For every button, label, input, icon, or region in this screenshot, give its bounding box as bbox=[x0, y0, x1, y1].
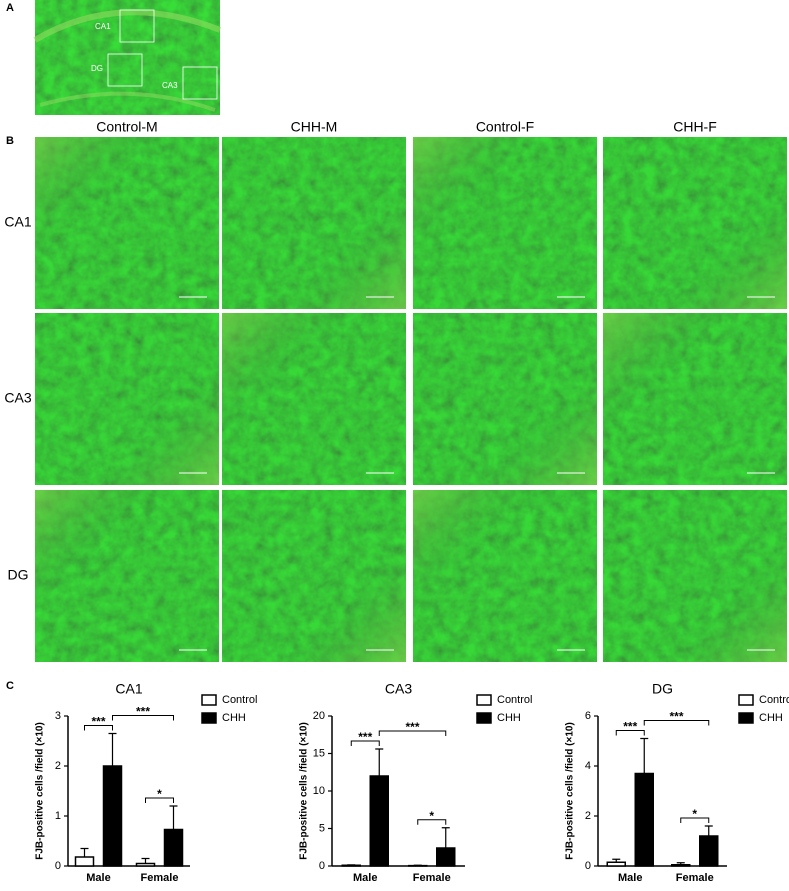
row-label: CA1 bbox=[4, 214, 31, 230]
y-tick-label: 15 bbox=[313, 747, 325, 759]
significance-label: *** bbox=[623, 720, 637, 734]
error-bar bbox=[170, 806, 178, 830]
region-label: DG bbox=[91, 64, 103, 73]
bar bbox=[607, 862, 625, 866]
x-tick-label: Male bbox=[353, 872, 377, 884]
error-bar bbox=[442, 828, 450, 848]
bar bbox=[635, 774, 653, 867]
significance-label: * bbox=[429, 809, 434, 823]
y-axis-label: FJB-positive cells /field (×10) bbox=[299, 722, 310, 860]
y-tick-label: 2 bbox=[55, 760, 61, 772]
y-tick-label: 10 bbox=[313, 785, 325, 797]
column-header: Control-M bbox=[96, 119, 157, 135]
column-header: Control-F bbox=[476, 119, 534, 135]
error-bar bbox=[81, 849, 89, 858]
legend-swatch bbox=[202, 713, 216, 723]
legend-swatch bbox=[477, 713, 491, 723]
legend-label: Control bbox=[497, 694, 532, 706]
chart-title: DG bbox=[652, 681, 673, 697]
x-tick-label: Female bbox=[676, 872, 714, 884]
bright-region bbox=[35, 490, 219, 662]
y-axis-label: FJB-positive cells /field (×10) bbox=[35, 722, 46, 860]
significance-label: *** bbox=[91, 715, 105, 729]
bar bbox=[104, 766, 122, 866]
significance-label: *** bbox=[669, 710, 683, 724]
y-tick-label: 0 bbox=[319, 860, 325, 872]
significance-label: *** bbox=[136, 705, 150, 719]
y-tick-label: 0 bbox=[55, 860, 61, 872]
legend-label: Control bbox=[759, 694, 789, 706]
y-tick-label: 6 bbox=[585, 710, 591, 722]
legend-label: CHH bbox=[759, 712, 783, 724]
error-bar bbox=[109, 734, 117, 767]
bright-region bbox=[413, 137, 597, 309]
bright-region bbox=[603, 490, 787, 662]
bar bbox=[370, 776, 388, 866]
bright-region bbox=[35, 313, 219, 485]
row-label: DG bbox=[8, 567, 29, 583]
micrograph-grid: Control-M CHH-M Control-F CHH-F CA1 CA3 DG bbox=[4, 119, 787, 662]
y-tick-label: 0 bbox=[585, 860, 591, 872]
bright-region bbox=[35, 137, 219, 309]
legend-label: Control bbox=[222, 694, 257, 706]
y-tick-label: 4 bbox=[585, 760, 591, 772]
x-tick-label: Male bbox=[618, 872, 642, 884]
x-tick-label: Male bbox=[86, 872, 110, 884]
significance-label: * bbox=[692, 807, 697, 821]
error-bar bbox=[705, 826, 713, 836]
overview-image: CA1 DG CA3 bbox=[35, 0, 220, 115]
bright-region bbox=[222, 137, 406, 309]
chart-title: CA3 bbox=[385, 681, 412, 697]
legend-swatch bbox=[739, 713, 753, 723]
legend-swatch bbox=[202, 695, 216, 705]
bright-region bbox=[413, 490, 597, 662]
error-bar bbox=[640, 739, 648, 774]
y-tick-label: 3 bbox=[55, 710, 61, 722]
y-tick-label: 2 bbox=[585, 810, 591, 822]
y-axis-label: FJB-positive cells /field (×10) bbox=[565, 722, 576, 860]
column-header: CHH-M bbox=[291, 119, 338, 135]
significance-label: *** bbox=[358, 730, 372, 744]
y-tick-label: 20 bbox=[313, 710, 325, 722]
bright-region bbox=[222, 490, 406, 662]
y-tick-label: 5 bbox=[319, 822, 325, 834]
legend-swatch bbox=[477, 695, 491, 705]
region-label: CA3 bbox=[162, 81, 178, 90]
y-tick-label: 1 bbox=[55, 810, 61, 822]
bar bbox=[76, 857, 94, 866]
bright-region bbox=[603, 313, 787, 485]
legend-label: CHH bbox=[497, 712, 521, 724]
significance-label: * bbox=[157, 787, 162, 801]
legend-swatch bbox=[739, 695, 753, 705]
charts: CA1 FJB-positive cells /field (×10) 0 1 2 3 Ma… bbox=[35, 681, 789, 884]
panel-label: A bbox=[6, 2, 14, 14]
bar bbox=[137, 864, 155, 867]
bar bbox=[700, 836, 718, 866]
row-label: CA3 bbox=[4, 390, 31, 406]
chart-title: CA1 bbox=[115, 681, 142, 697]
significance-label: *** bbox=[405, 720, 419, 734]
region-label: CA1 bbox=[95, 22, 111, 31]
x-tick-label: Female bbox=[141, 872, 179, 884]
bar bbox=[165, 830, 183, 867]
column-header: CHH-F bbox=[673, 119, 717, 135]
bright-region bbox=[603, 137, 787, 309]
error-bar bbox=[375, 749, 383, 776]
panel-label: C bbox=[6, 680, 14, 692]
x-tick-label: Female bbox=[413, 872, 451, 884]
bright-region bbox=[222, 313, 406, 485]
legend-label: CHH bbox=[222, 712, 246, 724]
bar bbox=[672, 865, 690, 866]
bar bbox=[437, 848, 455, 866]
bright-region bbox=[413, 313, 597, 485]
panel-label: B bbox=[6, 135, 14, 147]
